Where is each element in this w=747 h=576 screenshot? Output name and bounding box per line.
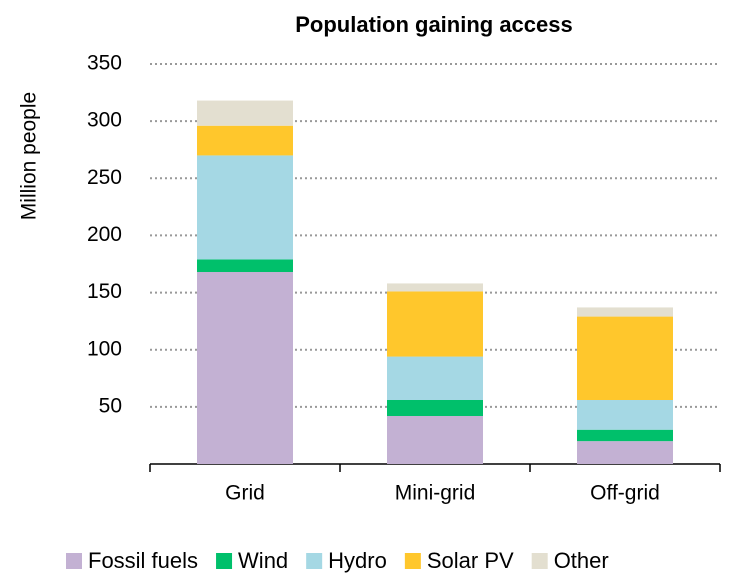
x-tick-label: Grid	[225, 482, 265, 505]
legend-swatch	[306, 553, 323, 569]
bars: Grid Mini-grid Off-grid	[197, 100, 673, 505]
bar-segment	[387, 283, 483, 292]
y-tick-label: 300	[87, 109, 122, 132]
bar-segment	[577, 307, 673, 317]
y-tick-label: 350	[87, 52, 122, 75]
legend-swatch	[531, 553, 548, 569]
x-tick-label: Off-grid	[590, 482, 660, 505]
bar-segment	[197, 272, 293, 464]
bar-segment	[387, 416, 483, 464]
bar-segment	[197, 155, 293, 260]
y-tick-label: 100	[87, 337, 122, 360]
legend-swatch	[404, 553, 421, 569]
bar-segment	[387, 356, 483, 400]
bar-segment	[197, 100, 293, 126]
legend-label: Other	[554, 548, 609, 573]
bar-segment	[387, 291, 483, 357]
bar-segment	[577, 429, 673, 442]
legend-label: Wind	[238, 548, 288, 573]
x-tick-label: Mini-grid	[395, 482, 476, 505]
chart-title: Population gaining access	[295, 12, 573, 37]
bar-segment	[577, 400, 673, 430]
bar-segment	[197, 259, 293, 272]
y-tick-label: 50	[99, 394, 122, 417]
bar-segment	[197, 125, 293, 156]
legend-label: Fossil fuels	[88, 548, 198, 573]
bar-segment	[577, 441, 673, 464]
y-axis-label: Million people	[18, 92, 41, 220]
legend: Fossil fuels Wind Hydro Solar PV Other	[66, 548, 609, 573]
y-tick-label: 200	[87, 223, 122, 246]
y-tick-label: 150	[87, 280, 122, 303]
y-tick-label: 250	[87, 166, 122, 189]
bar-segment	[387, 400, 483, 416]
legend-label: Solar PV	[427, 548, 514, 573]
legend-swatch	[216, 553, 233, 569]
legend-swatch	[66, 553, 82, 569]
legend-label: Hydro	[328, 548, 387, 573]
bar-segment	[577, 316, 673, 400]
